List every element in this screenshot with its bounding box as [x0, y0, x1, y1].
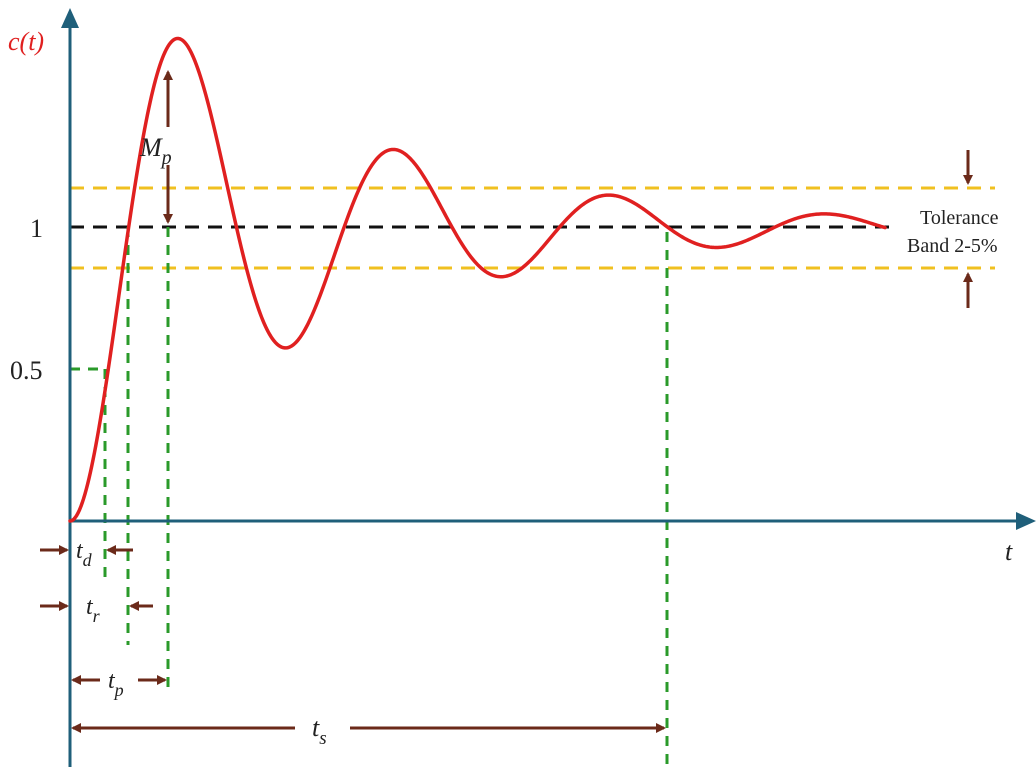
y-axis-arrowhead: [61, 8, 79, 28]
tp-label: tp: [108, 668, 124, 700]
y-axis-label: c(t): [8, 27, 44, 56]
guide-lines: [70, 227, 669, 767]
tolerance-label-line2: Band 2-5%: [907, 235, 998, 257]
y-tick-0-5: 0.5: [10, 356, 43, 385]
y-tick-1: 1: [30, 214, 43, 243]
overshoot-label: Mp: [139, 133, 172, 169]
x-axis-label: t: [1005, 537, 1013, 566]
ts-label: ts: [312, 713, 327, 749]
response-curve: [68, 36, 887, 523]
td-label: td: [76, 538, 93, 570]
x-axis-arrowhead: [1016, 512, 1036, 530]
tolerance-label-line1: Tolerance: [920, 207, 999, 229]
tr-label: tr: [86, 594, 101, 626]
